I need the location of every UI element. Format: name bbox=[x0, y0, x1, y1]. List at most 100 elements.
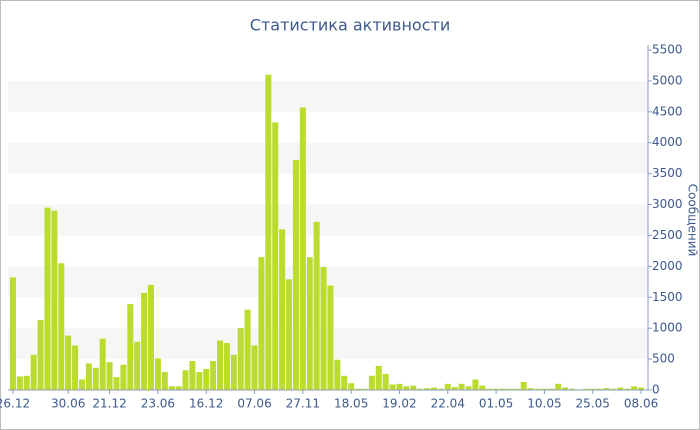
bar bbox=[348, 383, 355, 390]
bar bbox=[520, 381, 527, 390]
bar bbox=[127, 304, 134, 390]
bar bbox=[500, 388, 507, 390]
bar bbox=[272, 122, 279, 390]
bar bbox=[9, 277, 16, 390]
bar bbox=[72, 345, 79, 390]
y-tick-label: 2000 bbox=[652, 259, 683, 273]
bar bbox=[223, 343, 230, 390]
chart-title: Статистика активности bbox=[250, 16, 450, 35]
bar bbox=[251, 345, 258, 390]
bar bbox=[99, 338, 106, 390]
bar bbox=[85, 363, 92, 390]
bar bbox=[493, 388, 500, 390]
bar bbox=[610, 388, 617, 390]
bar bbox=[203, 368, 210, 390]
bar bbox=[555, 383, 562, 390]
bar bbox=[168, 386, 175, 390]
x-tick-label: 07.06 bbox=[237, 397, 271, 411]
x-tick-label: 23.06 bbox=[141, 397, 175, 411]
bar bbox=[424, 388, 431, 390]
bar bbox=[292, 160, 299, 390]
y-tick-label: 1500 bbox=[652, 290, 683, 304]
x-tick-label: 18.05 bbox=[334, 397, 368, 411]
bar bbox=[444, 383, 451, 390]
bar bbox=[603, 388, 610, 390]
x-tick-label: 16.12 bbox=[189, 397, 223, 411]
bar bbox=[361, 388, 368, 390]
bar bbox=[479, 385, 486, 390]
bar bbox=[341, 375, 348, 390]
bar bbox=[527, 388, 534, 390]
bar bbox=[458, 383, 465, 390]
bar bbox=[417, 388, 424, 390]
y-tick-label: 4000 bbox=[652, 135, 683, 149]
bar bbox=[548, 388, 555, 390]
x-tick-label: 30.06 bbox=[51, 397, 85, 411]
bar bbox=[141, 292, 148, 390]
bar bbox=[582, 388, 589, 390]
bar bbox=[244, 309, 251, 390]
bar bbox=[430, 387, 437, 390]
bar bbox=[154, 358, 161, 390]
grid-band bbox=[8, 204, 648, 236]
y-tick-label: 3500 bbox=[652, 166, 683, 180]
bar bbox=[265, 74, 272, 391]
bar bbox=[51, 210, 58, 390]
bar bbox=[237, 328, 244, 390]
bar bbox=[134, 341, 141, 390]
bar bbox=[506, 388, 513, 390]
bar bbox=[189, 360, 196, 390]
bar bbox=[403, 386, 410, 390]
bar bbox=[313, 221, 320, 390]
bar bbox=[382, 373, 389, 390]
bar bbox=[44, 207, 51, 390]
bar bbox=[562, 387, 569, 390]
bar bbox=[472, 379, 479, 390]
bar bbox=[120, 364, 127, 390]
bar bbox=[92, 367, 99, 390]
bar bbox=[375, 365, 382, 390]
bar bbox=[65, 335, 72, 390]
bar bbox=[410, 385, 417, 390]
bar bbox=[631, 386, 638, 390]
bar bbox=[210, 360, 217, 390]
bar bbox=[286, 279, 293, 390]
bar bbox=[355, 388, 362, 390]
y-axis-title: Сообщений bbox=[686, 184, 700, 257]
x-tick-label: 26.12 bbox=[0, 397, 30, 411]
bar bbox=[78, 379, 85, 390]
bar bbox=[258, 257, 265, 390]
grid-band bbox=[8, 142, 648, 174]
x-tick-label: 25.05 bbox=[576, 397, 610, 411]
bar bbox=[182, 370, 189, 390]
bar bbox=[279, 229, 286, 390]
bar bbox=[465, 386, 472, 390]
bar bbox=[306, 257, 313, 390]
bar bbox=[368, 375, 375, 390]
x-tick-label: 22.04 bbox=[431, 397, 465, 411]
bar bbox=[437, 388, 444, 390]
x-tick-label: 01.05 bbox=[479, 397, 513, 411]
bar bbox=[113, 377, 120, 390]
bar bbox=[451, 386, 458, 390]
bar bbox=[638, 387, 645, 390]
x-tick-label: 27.11 bbox=[286, 397, 320, 411]
x-tick-label: 19.02 bbox=[382, 397, 416, 411]
x-tick-label: 21.12 bbox=[92, 397, 126, 411]
bar bbox=[624, 388, 631, 390]
y-tick-label: 0 bbox=[652, 383, 660, 397]
bar bbox=[217, 340, 224, 390]
x-tick-label: 08.06 bbox=[624, 397, 658, 411]
y-tick-label: 5000 bbox=[652, 73, 683, 87]
x-tick-label: 10.05 bbox=[527, 397, 561, 411]
bar bbox=[58, 263, 65, 390]
bar bbox=[30, 354, 37, 390]
bar bbox=[106, 362, 113, 390]
y-tick-label: 2500 bbox=[652, 228, 683, 242]
bar bbox=[147, 284, 154, 390]
bar bbox=[541, 388, 548, 390]
y-tick-label: 1000 bbox=[652, 321, 683, 335]
bar bbox=[396, 383, 403, 390]
y-tick-label: 3000 bbox=[652, 197, 683, 211]
